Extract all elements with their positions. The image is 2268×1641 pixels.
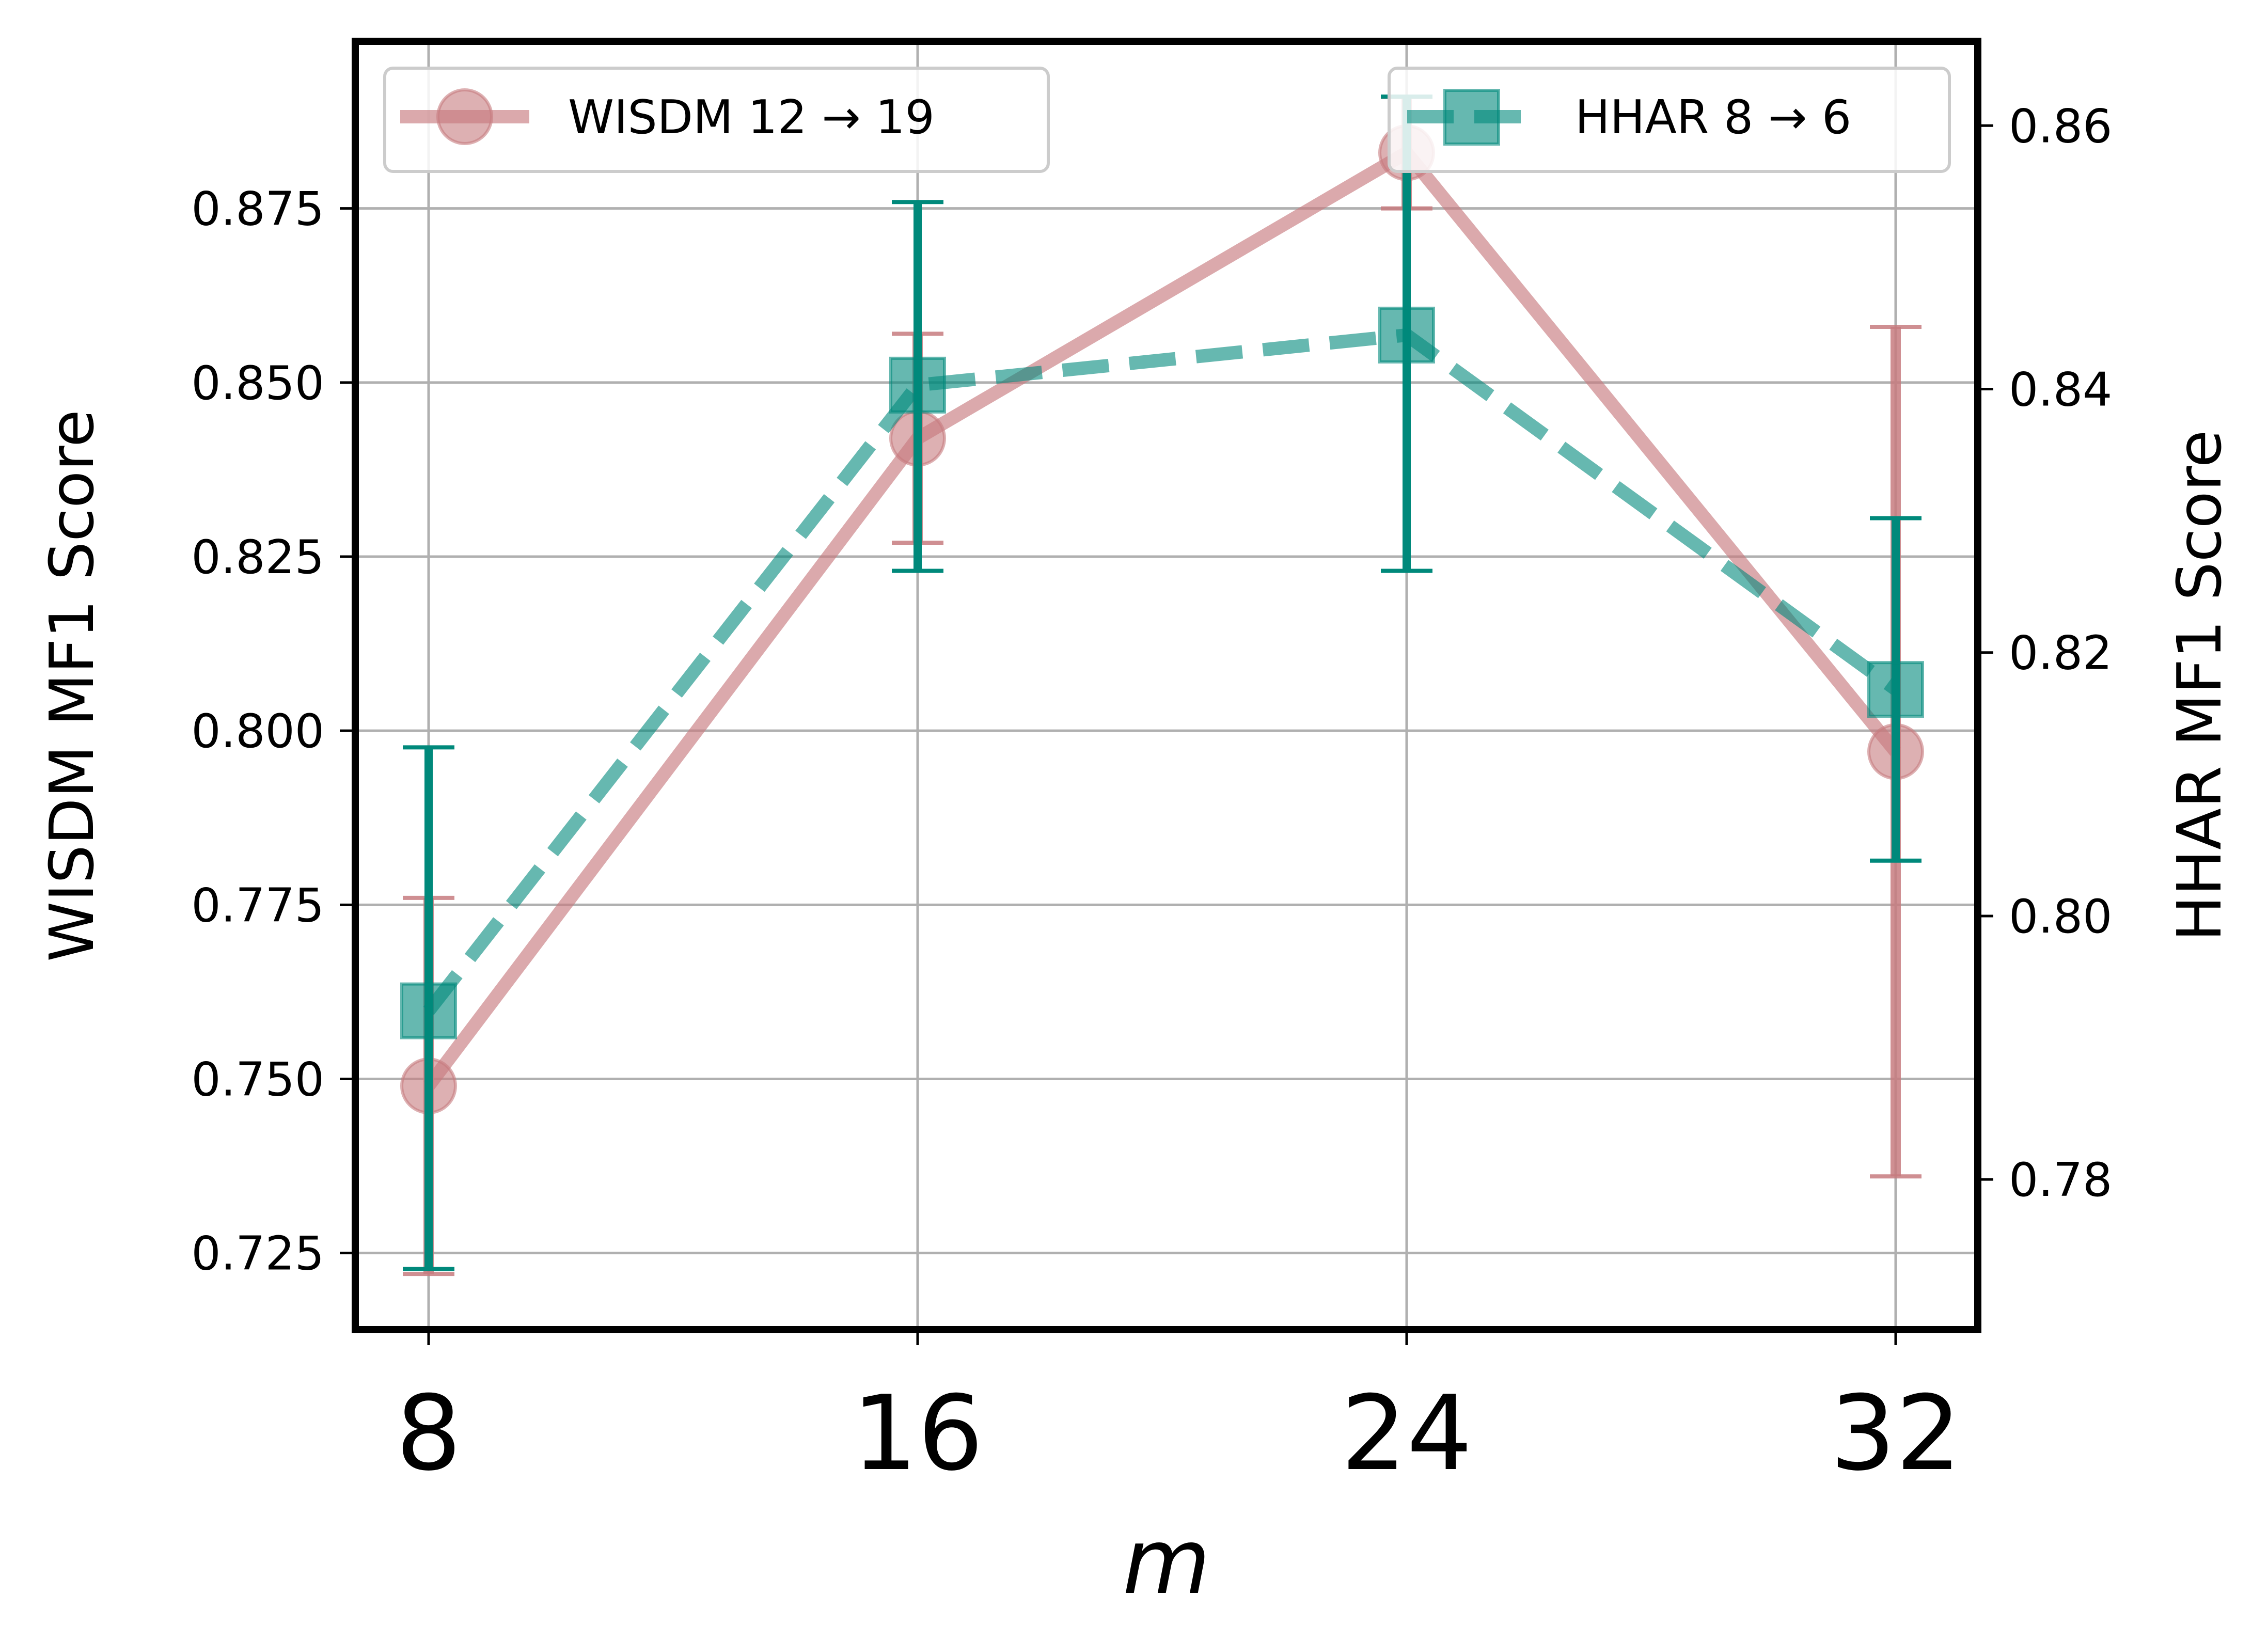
- x-tick-label: 8: [396, 1374, 461, 1494]
- hhar-point: [400, 982, 457, 1039]
- series-layer: [400, 94, 1924, 1276]
- hhar-point: [889, 356, 946, 414]
- x-tick-label: 16: [852, 1374, 984, 1494]
- legend-hhar-marker: [1443, 89, 1500, 146]
- series-hhar: [400, 94, 1924, 1271]
- legend-hhar-label: HHAR 8 → 6: [1575, 90, 1851, 145]
- y-left-tick-label: 0.775: [191, 878, 324, 933]
- hhar-point: [1867, 661, 1924, 718]
- x-tick-label: 32: [1830, 1374, 1962, 1494]
- x-axis-label: m: [1123, 1510, 1210, 1615]
- legend-wisdm-marker: [436, 88, 493, 145]
- y-right-tick-label: 0.84: [2009, 362, 2112, 417]
- plot-background: [355, 41, 1978, 1330]
- legend-wisdm: WISDM 12 → 19: [383, 67, 1050, 173]
- x-tick-label: 24: [1341, 1374, 1473, 1494]
- y-left-tick-label: 0.725: [191, 1227, 324, 1281]
- y-left-tick-label: 0.825: [191, 530, 324, 585]
- legend-wisdm-label: WISDM 12 → 19: [568, 90, 935, 145]
- legend-wisdm-box: [383, 67, 1050, 173]
- y-right-tick-label: 0.78: [2009, 1153, 2112, 1207]
- hhar-point: [1378, 306, 1435, 364]
- y-left-tick-label: 0.850: [191, 356, 324, 411]
- hhar-line: [423, 328, 1900, 1015]
- y-right-tick-label: 0.86: [2009, 99, 2112, 153]
- axes: 8 16 24 32 0.725 0.750 0.775 0.800 0.825 0.850 0.8…: [191, 99, 2112, 1494]
- y-left-tick-label: 0.875: [191, 182, 324, 236]
- y-axis-right-label: HHAR MF1 Score: [2164, 430, 2235, 941]
- y-left-tick-label: 0.750: [191, 1052, 324, 1107]
- plot-frame: [352, 38, 1981, 1333]
- y-right-tick-label: 0.82: [2009, 626, 2112, 681]
- y-right-tick-label: 0.80: [2009, 890, 2112, 944]
- wisdm-line: [423, 146, 1901, 1090]
- legend-hhar-box: [1388, 67, 1951, 173]
- y-left-tick-label: 0.800: [191, 704, 324, 759]
- y-axis-left-label: WISDM MF1 Score: [36, 409, 107, 961]
- legend-hhar: HHAR 8 → 6: [1388, 67, 1951, 173]
